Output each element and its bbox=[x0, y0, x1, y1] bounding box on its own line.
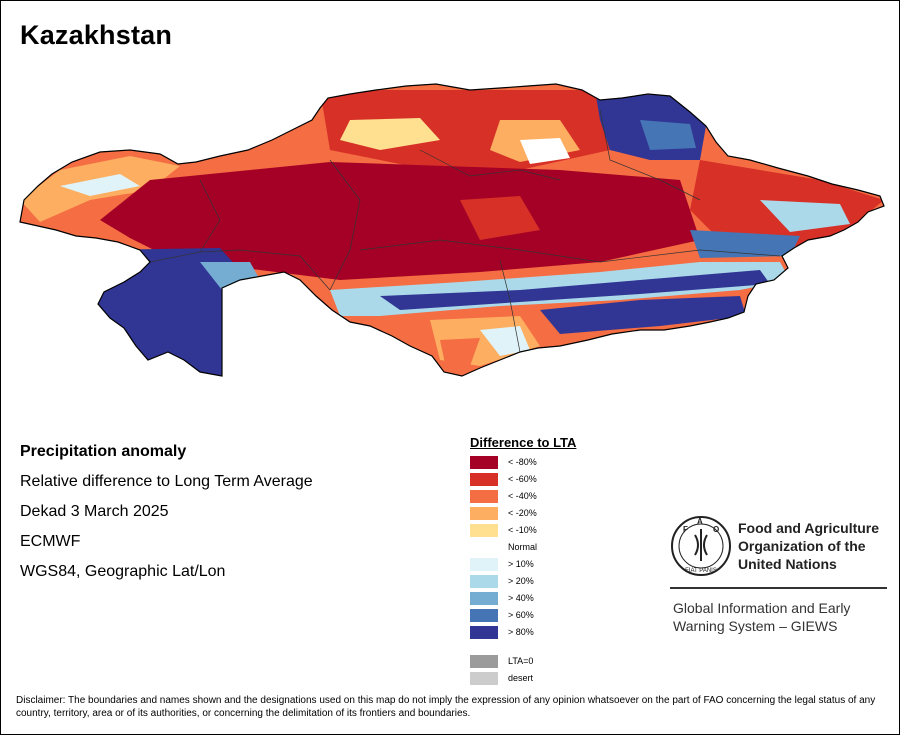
legend-item-row: > 10% bbox=[470, 556, 576, 573]
legend-extra-row: LTA=0 bbox=[470, 653, 576, 670]
raster-south-band2 bbox=[380, 270, 770, 310]
precipitation-map bbox=[19, 83, 885, 377]
raster-central-severe bbox=[100, 162, 700, 280]
legend-extra-swatch bbox=[470, 672, 498, 685]
fao-logo-icon: F A O FIAT PANIS bbox=[671, 516, 731, 576]
legend-item-swatch bbox=[470, 524, 498, 537]
legend-item-row: < -20% bbox=[470, 505, 576, 522]
legend-items: < -80% < -60% < -40% < -20% < -10% Normal > 10… bbox=[470, 454, 576, 641]
info-heading: Precipitation anomaly bbox=[20, 443, 187, 460]
info-block: Precipitation anomaly Relative differenc… bbox=[20, 442, 313, 592]
info-period: Dekad 3 March 2025 bbox=[20, 503, 169, 520]
legend-item-row: < -40% bbox=[470, 488, 576, 505]
fao-logo-letter-f: F bbox=[683, 525, 688, 534]
legend-item-label: > 40% bbox=[508, 593, 534, 603]
giews-line1: Global Information and Early bbox=[673, 600, 851, 616]
legend-item-label: Normal bbox=[508, 542, 538, 552]
boundary-north bbox=[419, 149, 561, 181]
legend-extra-swatch bbox=[470, 655, 498, 668]
fao-name-line1: Food and Agriculture bbox=[738, 520, 880, 536]
disclaimer: Disclaimer: The boundaries and names sho… bbox=[16, 695, 876, 719]
raster-south-white bbox=[480, 326, 530, 356]
giews-line2: Warning System – GIEWS bbox=[673, 618, 838, 634]
fao-name: Food and Agriculture Organization of the… bbox=[738, 519, 879, 573]
legend-item-row: > 80% bbox=[470, 624, 576, 641]
fao-divider bbox=[670, 587, 887, 589]
legend-item-swatch bbox=[470, 609, 498, 622]
legend-item-label: < -80% bbox=[508, 457, 537, 467]
anomaly-raster bbox=[20, 84, 884, 376]
boundary-central-west bbox=[329, 159, 361, 291]
raster-west-wet bbox=[60, 174, 140, 196]
boundary-northeast bbox=[599, 109, 701, 201]
legend-item-row: < -10% bbox=[470, 522, 576, 539]
legend-item-label: > 10% bbox=[508, 559, 534, 569]
fao-logo-letter-o: O bbox=[713, 525, 719, 534]
legend-item-label: < -60% bbox=[508, 474, 537, 484]
legend-extra-label: desert bbox=[508, 673, 534, 683]
fao-logo-motto: FIAT PANIS bbox=[685, 568, 717, 574]
legend-item-label: < -10% bbox=[508, 525, 537, 535]
fao-block: F A O FIAT PANIS Food and Agriculture Or… bbox=[670, 515, 887, 634]
legend-item-row: < -80% bbox=[470, 454, 576, 471]
boundary-west bbox=[149, 249, 331, 291]
boundary-south bbox=[499, 259, 521, 353]
legend-title: Difference to LTA bbox=[470, 435, 577, 450]
legend-item-swatch bbox=[470, 558, 498, 571]
legend-extra: LTA=0 desert bbox=[470, 653, 576, 687]
boundary-southeast bbox=[599, 249, 781, 263]
boundary-central-south bbox=[359, 239, 601, 263]
legend-item-row: Normal bbox=[470, 539, 576, 556]
fao-logo-letter-a: A bbox=[697, 517, 703, 526]
legend-item-label: > 20% bbox=[508, 576, 534, 586]
legend-item-label: > 60% bbox=[508, 610, 534, 620]
legend-item-swatch bbox=[470, 575, 498, 588]
info-source: ECMWF bbox=[20, 533, 81, 550]
raster-south-band3 bbox=[540, 296, 746, 334]
legend-item-swatch bbox=[470, 456, 498, 469]
legend-item-swatch bbox=[470, 490, 498, 503]
raster-central-patch bbox=[460, 196, 540, 240]
legend: Difference to LTA < -80% < -60% < -40% < -2… bbox=[470, 435, 576, 687]
raster-north-normal bbox=[340, 118, 440, 150]
legend-item-swatch bbox=[470, 592, 498, 605]
legend-item-row: > 40% bbox=[470, 590, 576, 607]
raster-north-white bbox=[520, 138, 570, 164]
legend-item-row: > 20% bbox=[470, 573, 576, 590]
info-subtitle: Relative difference to Long Term Average bbox=[20, 473, 313, 490]
legend-item-swatch bbox=[470, 626, 498, 639]
legend-item-row: > 60% bbox=[470, 607, 576, 624]
legend-item-swatch bbox=[470, 473, 498, 486]
boundary-aktobe bbox=[199, 179, 221, 253]
raster-south-patch bbox=[440, 338, 480, 368]
legend-item-label: < -20% bbox=[508, 508, 537, 518]
giews-name: Global Information and Early Warning Sys… bbox=[673, 599, 850, 635]
legend-item-label: > 80% bbox=[508, 627, 534, 637]
legend-item-swatch bbox=[470, 541, 498, 554]
fao-name-line3: United Nations bbox=[738, 556, 837, 572]
info-projection: WGS84, Geographic Lat/Lon bbox=[20, 563, 226, 580]
map-title: Kazakhstan bbox=[20, 20, 173, 50]
fao-name-line2: Organization of the bbox=[738, 538, 866, 554]
legend-extra-label: LTA=0 bbox=[508, 656, 534, 666]
legend-extra-row: desert bbox=[470, 670, 576, 687]
raster-east-wet bbox=[760, 200, 850, 232]
legend-item-label: < -40% bbox=[508, 491, 537, 501]
legend-item-swatch bbox=[470, 507, 498, 520]
raster-ne-wet2 bbox=[640, 120, 696, 150]
region-boundaries bbox=[149, 109, 781, 353]
legend-item-row: < -60% bbox=[470, 471, 576, 488]
